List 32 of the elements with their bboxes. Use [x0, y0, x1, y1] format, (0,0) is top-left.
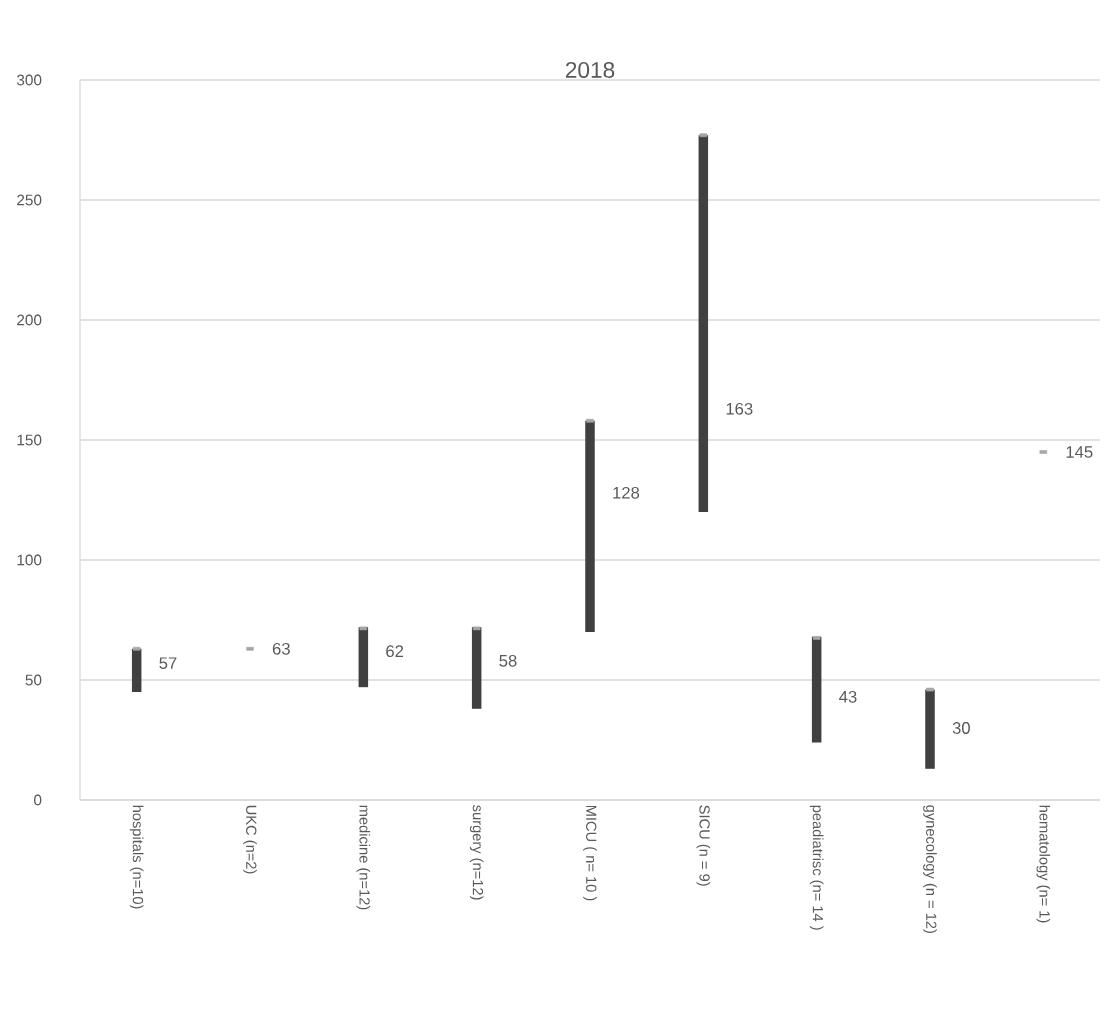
annotation: 30 [952, 722, 970, 734]
y-tick-label: 100 [17, 554, 42, 566]
annotation: 58 [499, 654, 517, 667]
x-tick-label: MICU ( n= 10 ) [583, 805, 597, 901]
y-tick-label: 150 [17, 434, 42, 446]
y-tick-label: 200 [17, 314, 42, 326]
bar [585, 420, 595, 632]
annotation: 43 [839, 690, 857, 703]
y-tick-label: 250 [17, 194, 42, 206]
bar [698, 135, 709, 512]
annotation: 163 [726, 402, 753, 415]
x-tick-label: hospitals (n=10) [129, 805, 144, 909]
x-tick-label: UKC (n=2) [243, 805, 257, 874]
x-tick-label: surgery (n=12) [469, 805, 484, 900]
bar [925, 689, 935, 769]
bar [131, 648, 142, 692]
x-tick-label: SICU (n = 9) [696, 805, 711, 886]
y-tick-label: 50 [25, 674, 42, 686]
annotation: 128 [613, 486, 640, 499]
annotation: 63 [272, 642, 290, 655]
chart-title: 2018 [565, 61, 615, 78]
annotation: 62 [386, 645, 404, 658]
bar [471, 627, 482, 709]
x-tick-label: peadiatrisc (n= 14 ) [809, 805, 824, 930]
x-tick-label: hematology (n= 1) [1036, 805, 1051, 923]
y-tick-label: 300 [16, 74, 42, 86]
x-tick-label: medicine (n=12) [356, 805, 371, 910]
annotation: 145 [1066, 446, 1093, 458]
y-tick-label: 0 [34, 794, 42, 806]
annotation: 57 [159, 657, 177, 670]
x-tick-label: gynecology (n = 12) [923, 805, 937, 933]
bar [811, 636, 822, 743]
